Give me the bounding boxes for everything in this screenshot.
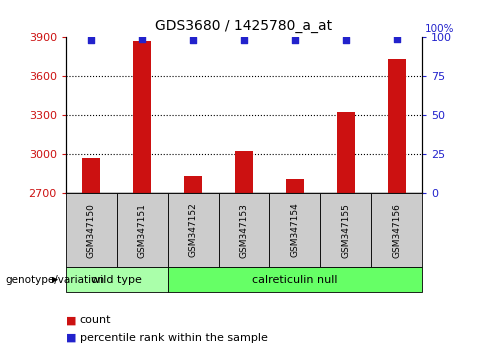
Text: GSM347154: GSM347154 (290, 203, 300, 257)
Point (240, 38, 248, 43)
Text: wild type: wild type (91, 275, 142, 285)
FancyBboxPatch shape (66, 193, 117, 267)
Bar (133, 41, 151, 193)
FancyBboxPatch shape (371, 193, 422, 267)
Point (87, 38, 95, 43)
Bar (184, 176, 202, 193)
Point (291, 38, 299, 43)
Text: count: count (80, 315, 111, 325)
Bar (337, 113, 355, 193)
Point (393, 36, 401, 41)
FancyBboxPatch shape (320, 193, 371, 267)
FancyBboxPatch shape (168, 193, 219, 267)
Text: GSM347156: GSM347156 (392, 202, 401, 258)
FancyBboxPatch shape (117, 193, 168, 267)
Text: calreticulin null: calreticulin null (252, 275, 338, 285)
Text: GSM347153: GSM347153 (240, 202, 248, 258)
Text: GSM347155: GSM347155 (341, 202, 350, 258)
Text: GSM347150: GSM347150 (87, 202, 96, 258)
FancyBboxPatch shape (66, 267, 168, 292)
Text: ■: ■ (66, 333, 77, 343)
Bar (235, 152, 253, 193)
Text: ■: ■ (66, 315, 77, 325)
Bar (388, 59, 406, 193)
Text: genotype/variation: genotype/variation (5, 275, 104, 285)
FancyBboxPatch shape (219, 193, 269, 267)
Text: 100%: 100% (425, 24, 454, 34)
Text: GSM347151: GSM347151 (138, 202, 147, 258)
Point (189, 38, 197, 43)
Text: GSM347152: GSM347152 (188, 203, 198, 257)
FancyBboxPatch shape (168, 267, 422, 292)
Bar (82, 158, 100, 193)
Title: GDS3680 / 1425780_a_at: GDS3680 / 1425780_a_at (156, 19, 332, 33)
Text: percentile rank within the sample: percentile rank within the sample (80, 333, 267, 343)
Point (342, 38, 350, 43)
Bar (286, 179, 304, 193)
Point (138, 36, 146, 41)
FancyBboxPatch shape (269, 193, 320, 267)
